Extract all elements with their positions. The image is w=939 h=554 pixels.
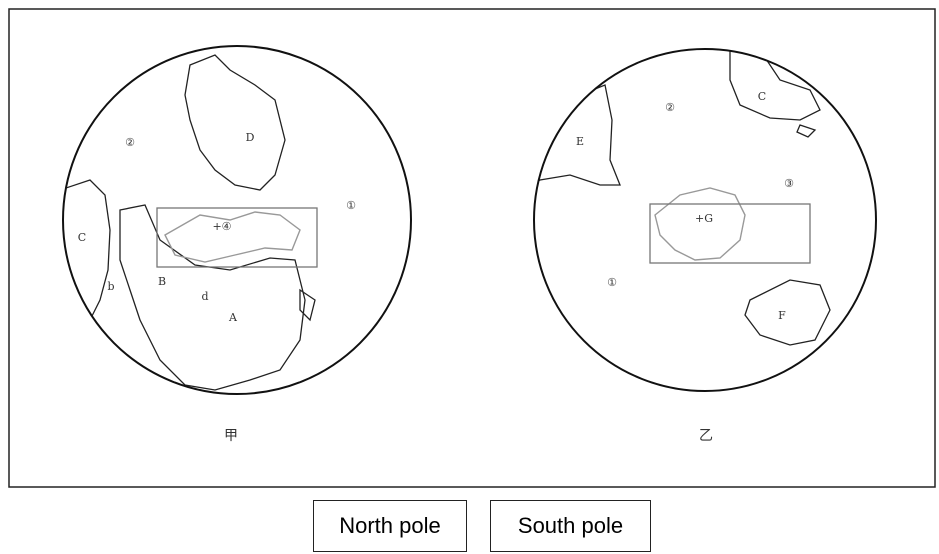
map-label: C — [758, 90, 766, 103]
map-label: ① — [346, 199, 356, 212]
map-label: +G — [695, 212, 713, 225]
globe — [63, 46, 411, 394]
map-label: ② — [125, 136, 135, 149]
ice-sheet — [165, 212, 300, 262]
map-label: +④ — [212, 220, 231, 233]
map-label: D — [246, 131, 255, 144]
map-label: B — [158, 275, 166, 288]
south-pole-button[interactable]: South pole — [490, 500, 651, 552]
map-caption: 甲 — [224, 428, 238, 444]
figure: ② D ① C +④ b B d A 甲 ② C E ③ +G ① F 乙 — [0, 0, 939, 495]
map-label: ③ — [784, 177, 794, 190]
highlight-box — [650, 204, 810, 263]
north-pole-button[interactable]: North pole — [313, 500, 467, 552]
map-label: b — [107, 280, 114, 293]
page: {"maps": [ {"caption": "甲", "labels": ["… — [0, 0, 939, 554]
map-label: A — [228, 311, 238, 324]
map-label: ① — [607, 276, 617, 289]
highlight-box — [157, 208, 317, 267]
map-label: F — [778, 309, 786, 322]
map-label: E — [576, 135, 584, 148]
map-label: ② — [665, 101, 675, 114]
map-label: C — [78, 231, 86, 244]
frame — [9, 9, 935, 487]
south-land — [520, 40, 830, 345]
map-label: d — [201, 290, 208, 303]
map-caption: 乙 — [699, 428, 713, 444]
